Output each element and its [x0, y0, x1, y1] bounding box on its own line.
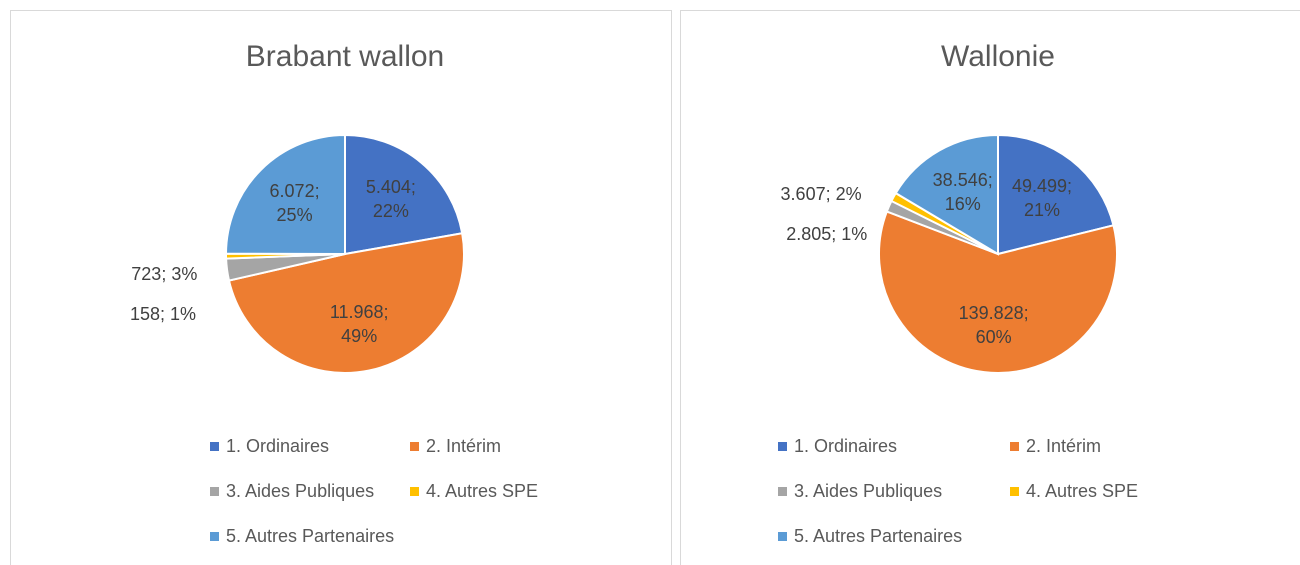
legend-swatch	[1010, 487, 1019, 496]
data-label: 139.828; 60%	[958, 303, 1029, 348]
pie-slice	[344, 133, 464, 256]
data-label: 158; 1%	[130, 303, 197, 324]
legend-swatch	[210, 532, 219, 541]
legend-item: 2. Intérim	[410, 436, 501, 457]
data-label: 5.404; 22%	[365, 177, 416, 222]
legend-label: 3. Aides Publiques	[226, 481, 375, 501]
legend-label: 4. Autres SPE	[426, 481, 539, 501]
legend-swatch	[410, 442, 419, 451]
legend-label: 4. Autres SPE	[1026, 481, 1139, 501]
legend-swatch	[1010, 442, 1019, 451]
legend-item: 1. Ordinaires	[778, 436, 897, 457]
legend-label: 1. Ordinaires	[794, 436, 898, 456]
legend-label: 3. Aides Publiques	[794, 481, 943, 501]
legend-item: 5. Autres Partenaires	[210, 526, 394, 547]
legend-label: 2. Intérim	[426, 436, 502, 456]
data-label: 38.546; 16%	[932, 169, 993, 214]
legend-swatch	[778, 532, 787, 541]
pie-slice	[224, 133, 346, 256]
pie-slice	[227, 232, 465, 374]
data-label: 3.607; 2%	[780, 184, 862, 205]
legend-label: 1. Ordinaires	[226, 436, 330, 456]
chart-panel	[10, 10, 672, 565]
legend-item: 3. Aides Publiques	[778, 481, 942, 502]
legend-item: 4. Autres SPE	[410, 481, 538, 502]
legend-swatch	[410, 487, 419, 496]
legend-item: 2. Intérim	[1010, 436, 1101, 457]
legend-item: 5. Autres Partenaires	[778, 526, 962, 547]
data-label: 723; 3%	[131, 263, 198, 284]
data-label: 49.499; 21%	[1011, 175, 1073, 220]
legend-swatch	[210, 442, 219, 451]
legend-item: 4. Autres SPE	[1010, 481, 1138, 502]
chart-title: Brabant wallon	[245, 40, 445, 73]
legend-swatch	[778, 487, 787, 496]
legend-label: 5. Autres Partenaires	[226, 526, 395, 546]
data-label: 11.968; 49%	[329, 301, 389, 346]
pie-slice	[878, 210, 1118, 374]
legend-item: 1. Ordinaires	[210, 436, 329, 457]
data-label: 6.072; 25%	[269, 181, 320, 226]
chart-title: Wallonie	[941, 40, 1055, 73]
chart-panel	[680, 10, 1300, 565]
legend-label: 5. Autres Partenaires	[794, 526, 963, 546]
pie-slice	[997, 133, 1115, 256]
legend-swatch	[778, 442, 787, 451]
legend-label: 2. Intérim	[1026, 436, 1102, 456]
legend-swatch	[210, 487, 219, 496]
data-label: 2.805; 1%	[786, 224, 868, 245]
legend-item: 3. Aides Publiques	[210, 481, 374, 502]
pie-slice	[894, 133, 999, 256]
